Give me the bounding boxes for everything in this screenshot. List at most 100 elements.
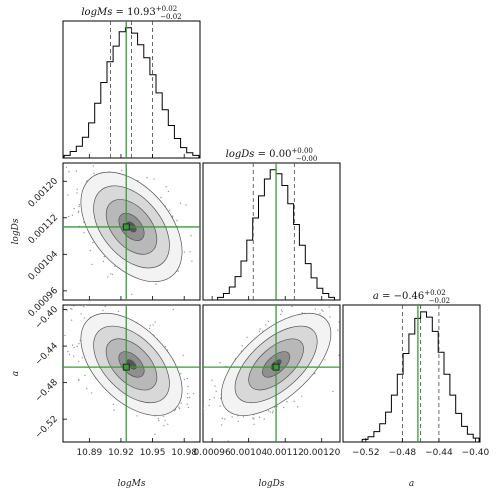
- sample-point: [314, 308, 316, 310]
- x-tick-label: 0.00096: [194, 448, 231, 458]
- sample-point: [322, 310, 324, 312]
- sample-point: [241, 345, 243, 347]
- sample-point: [301, 395, 303, 397]
- x-tick-label: 10.98: [171, 448, 197, 458]
- sample-point: [78, 379, 80, 382]
- title-a: a = −0.46+0.02 −0.02: [373, 289, 450, 305]
- sample-point: [314, 301, 315, 302]
- sample-point: [267, 320, 270, 323]
- title-logMs: logMs = 10.93+0.02 −0.02: [81, 5, 181, 21]
- sample-point: [65, 166, 68, 169]
- sample-point: [155, 283, 157, 285]
- y-tick-label: 0.00112: [27, 213, 60, 246]
- sample-point: [112, 403, 115, 405]
- sample-point: [187, 385, 189, 388]
- y-axis-label: a: [11, 371, 21, 376]
- x-tick-label: 10.89: [76, 448, 102, 458]
- truth-marker: [122, 363, 130, 371]
- sample-point: [86, 387, 88, 390]
- sample-point: [173, 410, 176, 412]
- sample-point: [29, 165, 30, 166]
- sample-point: [107, 276, 109, 278]
- sample-point: [76, 345, 78, 348]
- sample-point: [167, 423, 169, 425]
- sample-point: [258, 330, 261, 332]
- sample-point: [220, 444, 221, 445]
- sample-point: [179, 373, 182, 375]
- x-tick-label: 10.95: [140, 448, 166, 458]
- sample-point: [286, 401, 288, 403]
- sample-point: [163, 425, 165, 427]
- sample-point: [168, 209, 171, 211]
- truth-marker: [272, 363, 280, 371]
- x-tick-label: −0.40: [462, 448, 490, 458]
- sample-point: [186, 397, 189, 399]
- sample-point: [73, 355, 75, 358]
- x-axis-logMs: 10.89 10.92 10.95 10.98 logMs: [76, 438, 197, 489]
- sample-point: [160, 196, 162, 199]
- sample-point: [71, 344, 74, 346]
- x-tick-label: −0.52: [352, 448, 380, 458]
- scatter-panel-logMs-logDs: [29, 162, 202, 301]
- sample-point: [280, 313, 282, 316]
- panel-content: [29, 163, 202, 300]
- sample-point: [101, 303, 102, 304]
- sample-point: [219, 405, 221, 407]
- sample-point: [252, 417, 254, 419]
- sample-point: [71, 214, 74, 217]
- sample-point: [84, 374, 86, 377]
- x-axis-label: logMs: [118, 479, 146, 489]
- sample-point: [92, 241, 94, 244]
- sample-point: [102, 260, 105, 263]
- sample-point: [324, 359, 326, 361]
- sample-point: [186, 377, 189, 380]
- sample-point: [189, 396, 191, 399]
- sample-point: [179, 202, 182, 204]
- sample-point: [329, 316, 331, 318]
- sample-point: [118, 443, 119, 444]
- sample-point: [162, 415, 165, 417]
- sample-point: [191, 260, 193, 262]
- sample-point: [127, 163, 130, 165]
- sample-point: [92, 165, 95, 167]
- sample-point: [271, 412, 274, 414]
- sample-point: [83, 317, 86, 319]
- sample-point: [281, 311, 283, 313]
- sample-point: [157, 417, 160, 420]
- panel-content: [203, 301, 340, 445]
- sample-point: [61, 335, 62, 336]
- sample-point: [183, 378, 186, 381]
- y-tick-label: −0.52: [34, 414, 61, 441]
- sample-point: [78, 205, 80, 208]
- y-tick-label: 0.00104: [27, 249, 61, 283]
- sample-point: [73, 305, 75, 307]
- title-logDs: logDs = 0.00+0.00 −0.00: [226, 147, 318, 163]
- sample-point: [182, 354, 184, 357]
- sample-point: [165, 186, 167, 188]
- hist-panel-logMs: logMs = 10.93+0.02 −0.02: [62, 5, 201, 159]
- sample-point: [73, 208, 75, 210]
- sample-point: [102, 309, 104, 312]
- sample-point: [227, 440, 229, 442]
- sample-point: [201, 278, 202, 279]
- sample-point: [291, 305, 293, 308]
- sample-point: [180, 402, 182, 404]
- x-tick-label: −0.48: [389, 448, 417, 458]
- sample-point: [167, 190, 170, 193]
- sample-point: [165, 448, 166, 449]
- sample-point: [113, 409, 115, 411]
- sample-point: [301, 312, 303, 314]
- sample-point: [76, 192, 78, 194]
- sample-point: [83, 306, 85, 308]
- sample-point: [221, 417, 223, 420]
- x-axis-label: logDs: [259, 479, 285, 489]
- sample-point: [78, 342, 80, 345]
- sample-point: [164, 419, 166, 421]
- sample-point: [338, 321, 340, 323]
- sample-point: [83, 232, 85, 234]
- sample-point: [338, 354, 340, 356]
- sample-point: [176, 219, 178, 222]
- sample-point: [267, 410, 270, 412]
- sample-point: [177, 270, 180, 272]
